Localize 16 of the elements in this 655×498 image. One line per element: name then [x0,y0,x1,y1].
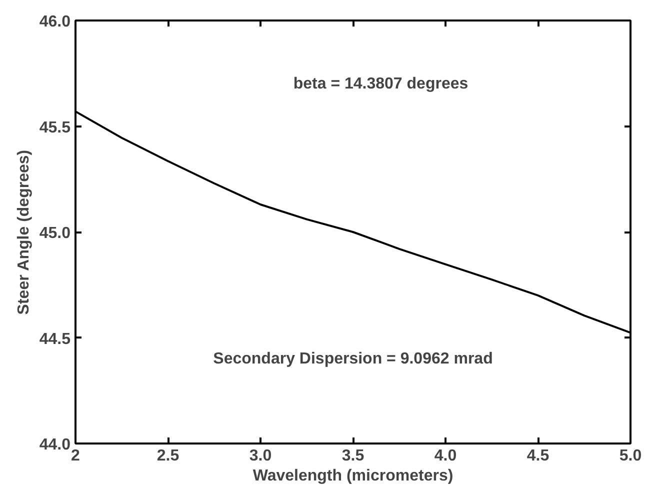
y-tick-label: 45.0 [39,225,71,242]
y-tick-label: 46.0 [39,14,71,30]
x-tick-label: 2.5 [156,448,180,464]
x-axis-title: Wavelength (micrometers) [252,468,454,484]
x-tick-label: 5.0 [619,448,642,464]
x-tick-label: 3.0 [249,448,272,464]
annotation: beta = 14.3807 degrees [293,75,468,92]
x-tick-label: 4.5 [526,448,550,464]
x-tick-label: 3.5 [342,448,364,464]
x-tick-label: 4.0 [434,448,457,464]
y-tick-label: 44.0 [39,436,71,454]
y-tick-label: 44.5 [39,330,71,348]
y-axis-title: Steer Angle (degrees) [15,150,32,315]
y-tick-label: 45.5 [39,119,71,136]
annotation: Secondary Dispersion = 9.0962 mrad [213,350,493,368]
x-tick-label: 2 [71,448,80,464]
